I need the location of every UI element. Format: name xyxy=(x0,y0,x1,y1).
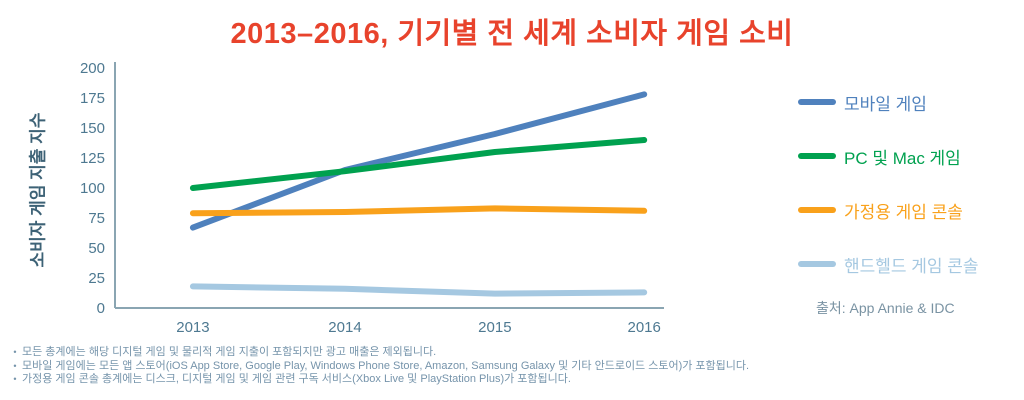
legend-label-home-console: 가정용 게임 콘솔 xyxy=(844,202,963,222)
legend-item-mobile-games: 모바일 게임 xyxy=(798,90,979,114)
footnote-text: 모든 총계에는 해당 디지털 게임 및 물리적 게임 지출이 포함되지만 광고 … xyxy=(22,346,437,358)
legend-item-handheld-console: 핸드헬드 게임 콘솔 xyxy=(798,252,979,276)
footnote-text: 모바일 게임에는 모든 앱 스토어(iOS App Store, Google … xyxy=(22,359,750,372)
bullet-icon: • xyxy=(13,360,17,371)
series-line-2 xyxy=(189,205,648,217)
y-tick-label: 75 xyxy=(88,210,105,227)
chart-title: 2013–2016, 기기별 전 세계 소비자 게임 소비 xyxy=(230,18,794,50)
source-note: 출처: App Annie & IDC xyxy=(816,300,955,316)
series-line-0 xyxy=(189,91,648,231)
footnote-item: • 모든 총계에는 해당 디지털 게임 및 물리적 게임 지출이 포함되지만 광… xyxy=(8,346,749,360)
legend-swatch-mobile-games xyxy=(798,99,836,105)
x-tick-label: 2013 xyxy=(176,319,209,336)
legend-label-handheld-console: 핸드헬드 게임 콘솔 xyxy=(844,256,979,276)
bullet-icon: • xyxy=(13,347,17,357)
x-tick-label: 2016 xyxy=(628,319,661,336)
chart-legend: 모바일 게임 PC 및 Mac 게임 가정용 게임 콘솔 핸드헬드 게임 콘솔 xyxy=(798,90,979,276)
legend-swatch-handheld-console xyxy=(798,261,836,267)
series-line-3 xyxy=(189,283,648,297)
y-tick-label: 125 xyxy=(80,150,105,167)
y-tick-label: 100 xyxy=(80,180,105,197)
legend-label-mobile-games: 모바일 게임 xyxy=(844,94,927,114)
y-tick-label: 200 xyxy=(80,60,105,77)
y-tick-label: 0 xyxy=(97,300,105,317)
x-tick-label: 2015 xyxy=(478,319,511,336)
y-tick-label: 150 xyxy=(80,120,105,137)
y-tick-label: 175 xyxy=(80,90,105,107)
footnote-text: 가정용 게임 콘솔 총계에는 디스크, 디지털 게임 및 게임 관련 구독 서비… xyxy=(22,373,571,385)
footnotes: • 모든 총계에는 해당 디지털 게임 및 물리적 게임 지출이 포함되지만 광… xyxy=(8,346,749,387)
legend-item-pc-mac-games: PC 및 Mac 게임 xyxy=(798,144,979,168)
legend-label-pc-mac-games: PC 및 Mac 게임 xyxy=(844,148,961,168)
legend-swatch-home-console xyxy=(798,207,836,213)
footnote-item: • 가정용 게임 콘솔 총계에는 디스크, 디지털 게임 및 게임 관련 구독 … xyxy=(8,373,749,387)
legend-swatch-pc-mac-games xyxy=(798,153,836,159)
legend-item-home-console: 가정용 게임 콘솔 xyxy=(798,198,979,222)
y-tick-label: 50 xyxy=(88,240,105,257)
x-tick-label: 2014 xyxy=(328,319,361,336)
footnote-item: • 모바일 게임에는 모든 앱 스토어(iOS App Store, Googl… xyxy=(8,360,749,374)
line-chart: 0 25 50 75 100 125 150 175 200 2013 2014 2015 2016 xyxy=(80,60,664,336)
series-line-1 xyxy=(189,137,648,191)
y-axis-title: 소비자 게임 지출 지수 xyxy=(28,112,48,268)
bullet-icon: • xyxy=(13,374,17,384)
y-tick-label: 25 xyxy=(88,270,105,287)
